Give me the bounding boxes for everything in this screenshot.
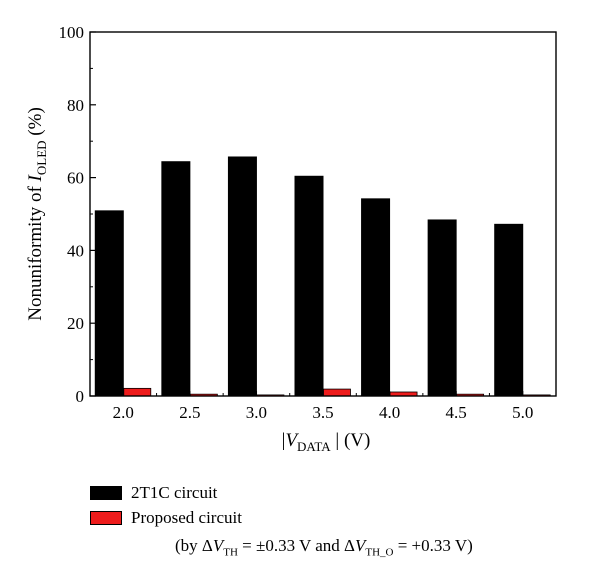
bars-layer: [94, 156, 551, 397]
legend-item-proposed: Proposed circuit: [90, 508, 242, 528]
y-tick-label: 100: [59, 23, 85, 42]
y-tick-label: 20: [67, 314, 84, 333]
x-tick-label: 2.5: [179, 403, 200, 422]
bar-2t1c-3-0: [227, 156, 257, 396]
bar-2t1c-3-5: [294, 175, 324, 396]
y-tick-label: 80: [67, 96, 84, 115]
ticks-layer: 2.0 2.5 3.0 3.5 4.0 4.5 5.0 0 20 40 60 80 100: [59, 23, 534, 422]
bar-2t1c-4-0: [361, 198, 391, 396]
x-tick-label: 3.0: [246, 403, 267, 422]
bar-2t1c-4-5: [427, 219, 457, 396]
x-tick-label: 5.0: [512, 403, 533, 422]
condition-note: (by ΔVTH = ±0.33 V and ΔVTH_O = +0.33 V): [175, 536, 473, 559]
y-tick-label: 40: [67, 241, 84, 260]
x-tick-label: 2.0: [113, 403, 134, 422]
y-tick-label: 60: [67, 169, 84, 188]
legend-swatch-proposed: [90, 511, 122, 525]
bar-2t1c-2-0: [94, 210, 124, 396]
x-tick-label: 4.5: [446, 403, 467, 422]
y-axis-label: Nonuniformity of IOLED (%): [25, 107, 49, 321]
legend-label-2t1c: 2T1C circuit: [131, 483, 218, 502]
bar-2t1c-5-0: [494, 223, 524, 396]
bar-2t1c-2-5: [161, 161, 191, 396]
legend-item-2t1c: 2T1C circuit: [90, 483, 217, 503]
legend-swatch-2t1c: [90, 486, 122, 500]
y-tick-label: 0: [76, 387, 85, 406]
x-tick-label: 4.0: [379, 403, 400, 422]
x-axis-label: |VDATA | (V): [282, 430, 371, 454]
legend-label-proposed: Proposed circuit: [131, 508, 242, 527]
x-tick-label: 3.5: [312, 403, 333, 422]
bar-proposed-3-5: [323, 388, 351, 397]
bar-proposed-2-0: [123, 387, 152, 397]
